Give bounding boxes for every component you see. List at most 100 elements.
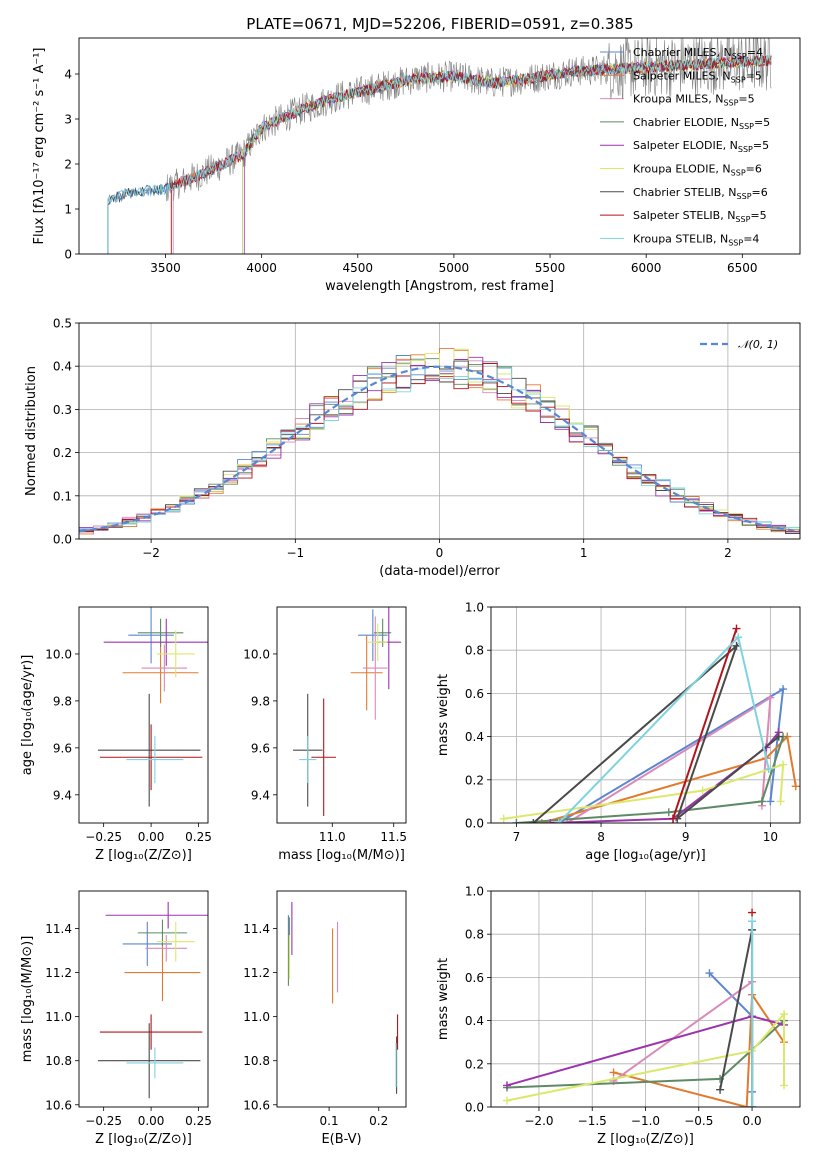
mass-vs-ebv-ytick-label-4: 11.4 — [243, 922, 270, 936]
legend-subscript: SSP — [723, 99, 738, 108]
weight-vs-age-axes: 7 8 9 10 0.0 0.2 0.4 0.6 0.8 1.0 age [log₁₀(age/yr… — [436, 601, 801, 863]
legend-series-name: Chabrier STELIB, N — [633, 186, 737, 199]
mass-vs-ebv-xtick-label-1: 0.2 — [369, 1114, 388, 1128]
weight-vs-z-marker-5-0 — [502, 1096, 511, 1105]
residuals-ytick-label-1: 0.1 — [53, 489, 72, 503]
mass-vs-ebv-xlabel: E(B-V) — [321, 1132, 361, 1147]
weight-vs-age-marker-5-1 — [698, 786, 707, 795]
weight-vs-z-axes: −2.0 −1.5 −1.0 −0.5 0.0 0.0 0.2 0.4 0.6 0.8 1.0 Z [… — [436, 885, 801, 1147]
spectrum-model-0 — [107, 56, 772, 254]
weight-vs-z-xlabel: Z [log₁₀(Z/Z⊙)] — [597, 1132, 694, 1147]
weight-vs-age-plot-area — [499, 624, 800, 823]
weight-vs-z-ytick-label-4: 0.8 — [465, 928, 484, 942]
weight-vs-age-marker-3-0 — [512, 819, 521, 823]
age-vs-mass-axes: 11.0 11.5 9.4 9.6 9.8 10.0 mass [log₁₀(M/M⊙)] — [243, 606, 407, 863]
weight-vs-age-marker-3-2 — [757, 797, 766, 806]
residuals-xtick-label-4: 2 — [724, 546, 732, 560]
weight-vs-z-frame — [490, 890, 801, 1108]
weight-vs-age-frame — [490, 606, 801, 824]
weight-vs-z-ytick-label-2: 0.4 — [465, 1014, 484, 1028]
weight-vs-z-ytick-label-0: 0.0 — [465, 1101, 484, 1115]
mass-vs-ebv-plot-area — [287, 902, 399, 1094]
weight-vs-age-line-7 — [672, 628, 738, 820]
legend-series-name: Chabrier ELODIE, N — [633, 116, 739, 129]
weight-vs-z-ytick-label-3: 0.6 — [465, 971, 484, 985]
weight-vs-z-marker-0-0 — [705, 969, 714, 978]
age-vs-z-frame — [78, 606, 209, 824]
legend-subscript: SSP — [737, 192, 752, 201]
spectrum-xtick-label-3: 5000 — [439, 261, 470, 275]
residuals-frame — [78, 322, 801, 540]
weight-vs-age-marker-8-2 — [764, 765, 773, 773]
mass-vs-ebv-ytick-label-0: 10.6 — [243, 1098, 270, 1112]
weight-vs-age-line-6 — [532, 642, 780, 823]
mass-vs-z-xtick-label-1: 0.00 — [138, 1114, 165, 1128]
weight-vs-age-ytick-label-4: 0.8 — [465, 644, 484, 658]
spectrum-legend-label-2: Kroupa MILES, NSSP=5 — [633, 93, 755, 108]
age-vs-mass-xtick-label-1: 11.5 — [380, 830, 407, 844]
mass-vs-z-ytick-label-3: 11.2 — [45, 966, 72, 980]
weight-vs-z-line-5 — [506, 1011, 785, 1102]
residuals-ylabel: Normed distribution — [24, 366, 39, 496]
mass-vs-z-xtick-label-0: −0.25 — [85, 1114, 122, 1128]
spectrum-ytick-label-1: 1 — [64, 203, 72, 217]
spectrum-observed — [107, 38, 772, 254]
spectrum-xlabel: wavelength [Angstrom, rest frame] — [325, 279, 554, 294]
legend-nssp: =5 — [750, 209, 766, 222]
gaussian-legend-label: 𝒩(0, 1) — [738, 338, 778, 351]
legend-series-name: Salpeter STELIB, N — [633, 209, 735, 222]
spectrum-model-7 — [170, 55, 772, 254]
weight-vs-z-marker-4-0 — [502, 1081, 511, 1090]
age-vs-z-ytick-label-0: 9.4 — [53, 788, 72, 802]
age-vs-mass-frame — [276, 606, 407, 824]
spectrum-model-6 — [107, 55, 772, 254]
legend-subscript: SSP — [728, 238, 743, 247]
legend-subscript: SSP — [732, 52, 747, 61]
legend-series-name: Kroupa ELODIE, N — [633, 163, 731, 176]
spectrum-legend-label-3: Chabrier ELODIE, NSSP=5 — [633, 116, 770, 131]
legend-nssp: =5 — [746, 69, 762, 82]
weight-vs-age-marker-5-3 — [776, 797, 785, 806]
mass-vs-ebv-xtick-label-0: 0.1 — [320, 1114, 339, 1128]
spectrum-xtick-label-1: 4000 — [246, 261, 277, 275]
spectrum-model-8 — [107, 54, 772, 254]
age-vs-mass-plot-area — [292, 607, 402, 816]
mass-vs-z-ytick-label-1: 10.8 — [45, 1054, 72, 1068]
legend-subscript: SSP — [735, 215, 750, 224]
residuals-xtick-label-3: 1 — [580, 546, 588, 560]
mass-vs-z-ytick-label-0: 10.6 — [45, 1098, 72, 1112]
weight-vs-age-ytick-label-0: 0.0 — [465, 817, 484, 831]
residuals-plot-area — [79, 347, 800, 539]
age-vs-z-xtick-label-0: −0.25 — [85, 830, 122, 844]
spectrum-ytick-label-3: 3 — [64, 113, 72, 127]
spectrum-xtick-label-4: 5500 — [535, 261, 566, 275]
residuals-xtick-label-2: 0 — [436, 546, 444, 560]
weight-vs-z-marker-8-0 — [748, 917, 757, 926]
weight-vs-age-xlabel: age [log₁₀(age/yr)] — [585, 848, 706, 863]
residual-hist-8 — [79, 367, 800, 539]
age-vs-z-xtick-label-1: 0.00 — [138, 830, 165, 844]
weight-vs-age-marker-5-0 — [499, 814, 508, 823]
age-vs-mass-ytick-label-1: 9.6 — [251, 741, 270, 755]
age-vs-z-ytick-label-2: 9.8 — [53, 694, 72, 708]
legend-nssp: =5 — [754, 116, 770, 129]
weight-vs-age-marker-2-1 — [766, 693, 775, 702]
weight-vs-age-marker-4-0 — [546, 819, 555, 823]
mass-vs-ebv-ytick-label-3: 11.2 — [243, 966, 270, 980]
weight-vs-age-marker-8-1 — [734, 633, 743, 642]
weight-vs-age-line-1 — [541, 734, 797, 823]
weight-vs-age-marker-0-2 — [766, 797, 775, 806]
spectrum-frame — [78, 37, 801, 255]
weight-vs-age-marker-6-1 — [732, 641, 741, 650]
weight-vs-z-ylabel: mass weight — [436, 958, 451, 1040]
mass-vs-ebv-ytick-label-1: 10.8 — [243, 1054, 270, 1068]
weight-vs-age-xtick-label-2: 9 — [682, 830, 690, 844]
weight-vs-z-marker-1-1 — [742, 1103, 751, 1107]
residuals-ytick-label-4: 0.4 — [53, 360, 72, 374]
weight-vs-age-line-5 — [503, 763, 785, 820]
weight-vs-age-marker-3-1 — [664, 808, 673, 817]
spectrum-legend-label-1: Salpeter MILES, NSSP=5 — [633, 69, 762, 84]
age-vs-z-ytick-label-1: 9.6 — [53, 741, 72, 755]
spectrum-ytick-label-4: 4 — [64, 68, 72, 82]
spectrum-legend-label-0: Chabrier MILES, NSSP=4 — [633, 46, 763, 61]
